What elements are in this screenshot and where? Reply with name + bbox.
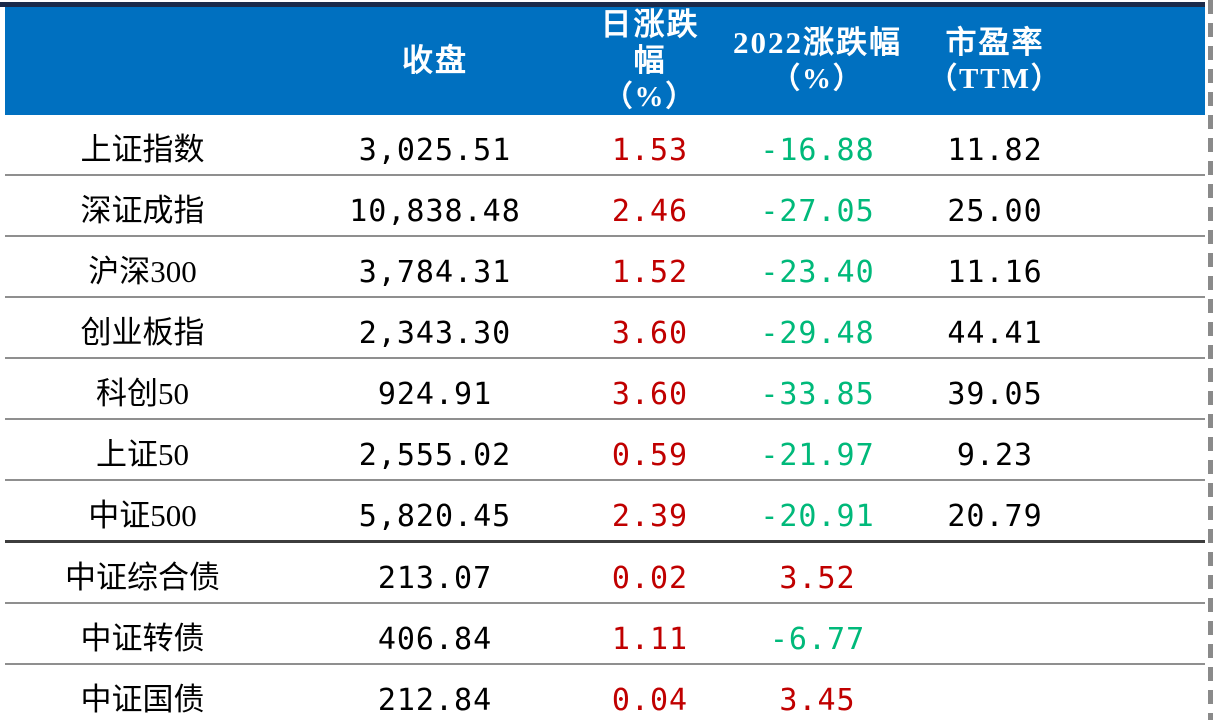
pe-ttm-value: 11.16 (925, 235, 1205, 298)
ytd-change-value: -20.91 (710, 479, 925, 543)
ytd-change-value: -27.05 (710, 174, 925, 237)
pe-ttm-value: 20.79 (925, 479, 1205, 543)
table-body: 上证指数 3,025.51 1.53 -16.88 11.82 深证成指 10,… (5, 114, 1205, 720)
pe-ttm-value (925, 541, 1205, 604)
header-cell-close: 收盘 (280, 7, 590, 115)
header-close-label: 收盘 (402, 42, 468, 78)
pe-ttm-value (925, 602, 1205, 665)
daily-change-value: 0.02 (590, 541, 710, 604)
index-name: 中证转债 (5, 602, 280, 665)
close-value: 213.07 (280, 541, 590, 604)
close-value: 924.91 (280, 357, 590, 420)
header-pe-label: 市盈率 (945, 24, 1045, 60)
index-name: 中证综合债 (5, 541, 280, 604)
ytd-change-value: 3.45 (710, 663, 925, 720)
pe-ttm-value (925, 663, 1205, 720)
table-row: 中证500 5,820.45 2.39 -20.91 20.79 (5, 479, 1205, 543)
daily-change-value: 2.39 (590, 479, 710, 543)
index-name: 沪深300 (5, 235, 280, 298)
table-row: 上证指数 3,025.51 1.53 -16.88 11.82 (5, 114, 1205, 176)
market-index-table: 收盘 日涨跌幅 （%） 2022涨跌幅 （%） 市盈率 (5, 7, 1205, 720)
pe-ttm-value: 11.82 (925, 114, 1205, 176)
header-row: 收盘 日涨跌幅 （%） 2022涨跌幅 （%） 市盈率 (5, 7, 1205, 115)
index-name: 科创50 (5, 357, 280, 420)
index-name: 上证50 (5, 418, 280, 481)
daily-change-value: 3.60 (590, 357, 710, 420)
header-daily-label: 日涨跌幅 (600, 7, 700, 78)
close-value: 3,025.51 (280, 114, 590, 176)
ytd-change-value: -23.40 (710, 235, 925, 298)
index-name: 中证500 (5, 479, 280, 543)
daily-change-value: 0.59 (590, 418, 710, 481)
header-cell-pe: 市盈率 （TTM） (925, 7, 1205, 115)
pe-ttm-value: 39.05 (925, 357, 1205, 420)
pe-ttm-value: 25.00 (925, 174, 1205, 237)
table-row: 中证国债 212.84 0.04 3.45 (5, 663, 1205, 720)
close-value: 2,555.02 (280, 418, 590, 481)
ytd-change-value: -29.48 (710, 296, 925, 359)
table-row: 创业板指 2,343.30 3.60 -29.48 44.41 (5, 296, 1205, 359)
pe-ttm-value: 44.41 (925, 296, 1205, 359)
close-value: 2,343.30 (280, 296, 590, 359)
table-row: 中证转债 406.84 1.11 -6.77 (5, 602, 1205, 665)
daily-change-value: 0.04 (590, 663, 710, 720)
table-row: 中证综合债 213.07 0.02 3.52 (5, 541, 1205, 604)
pe-ttm-value: 9.23 (925, 418, 1205, 481)
header-ytd-label: 2022涨跌幅 (733, 24, 902, 60)
daily-change-value: 1.52 (590, 235, 710, 298)
ytd-change-value: -21.97 (710, 418, 925, 481)
header-cell-daily-change: 日涨跌幅 （%） (590, 7, 710, 115)
table-row: 沪深300 3,784.31 1.52 -23.40 11.16 (5, 235, 1205, 298)
header-pe-unit: （TTM） (927, 63, 1063, 96)
close-value: 10,838.48 (280, 174, 590, 237)
daily-change-value: 2.46 (590, 174, 710, 237)
index-name: 中证国债 (5, 663, 280, 720)
header-daily-unit: （%） (603, 81, 697, 114)
daily-change-value: 1.11 (590, 602, 710, 665)
index-name: 创业板指 (5, 296, 280, 359)
table-top-border (0, 2, 1205, 7)
daily-change-value: 1.53 (590, 114, 710, 176)
table-row: 科创50 924.91 3.60 -33.85 39.05 (5, 357, 1205, 420)
close-value: 212.84 (280, 663, 590, 720)
index-name: 上证指数 (5, 114, 280, 176)
clipped-dashed-border (1208, 0, 1213, 720)
index-name: 深证成指 (5, 174, 280, 237)
daily-change-value: 3.60 (590, 296, 710, 359)
ytd-change-value: 3.52 (710, 541, 925, 604)
table-row: 上证50 2,555.02 0.59 -21.97 9.23 (5, 418, 1205, 481)
header-ytd-unit: （%） (770, 63, 864, 96)
ytd-change-value: -33.85 (710, 357, 925, 420)
close-value: 5,820.45 (280, 479, 590, 543)
ytd-change-value: -6.77 (710, 602, 925, 665)
close-value: 3,784.31 (280, 235, 590, 298)
close-value: 406.84 (280, 602, 590, 665)
ytd-change-value: -16.88 (710, 114, 925, 176)
header-cell-name (5, 7, 280, 115)
header-cell-ytd-change: 2022涨跌幅 （%） (710, 7, 925, 115)
table-row: 深证成指 10,838.48 2.46 -27.05 25.00 (5, 174, 1205, 237)
